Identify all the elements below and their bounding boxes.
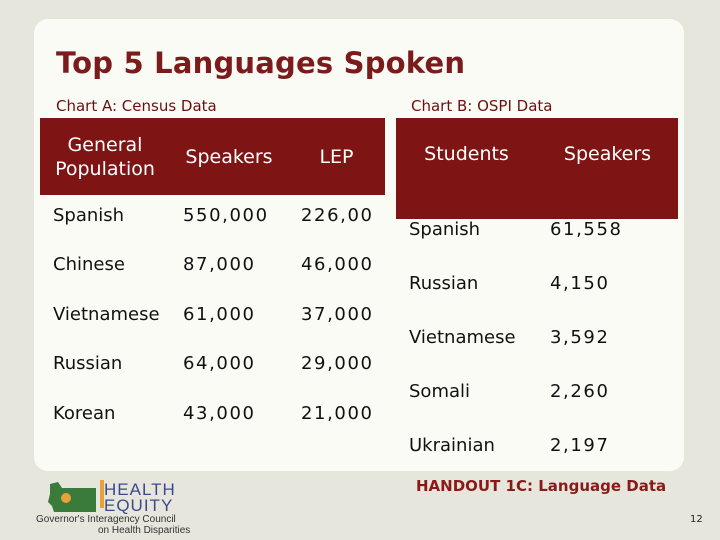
table-row: Vietnamese 3,592 (396, 327, 678, 381)
language-cell: Korean (53, 402, 116, 424)
handout-label: HANDOUT 1C: Language Data (416, 477, 667, 495)
table-row: Spanish 550,000 226,00 (40, 195, 385, 247)
lep-cell: 226,00 (301, 205, 374, 226)
column-header: Speakers (170, 118, 288, 195)
language-cell: Russian (409, 273, 479, 294)
language-cell: Spanish (409, 219, 481, 240)
chart-a-label: Chart A: Census Data (56, 97, 217, 115)
column-header: Speakers (537, 118, 678, 219)
table-row: Russian 4,150 (396, 273, 678, 327)
table-row: Vietnamese 61,000 37,000 (40, 297, 385, 347)
column-header: Students (396, 118, 537, 219)
census-table: General Population Speakers LEP Spanish … (40, 118, 385, 445)
speakers-cell: 43,000 (183, 402, 256, 424)
page-number: 12 (690, 514, 703, 525)
content-card (34, 19, 684, 471)
logo-line-3: Governor's Interagency Council (36, 514, 176, 525)
health-equity-logo (48, 480, 104, 512)
lep-cell: 29,000 (301, 353, 374, 375)
speakers-cell: 4,150 (550, 273, 610, 294)
chart-b-label: Chart B: OSPI Data (411, 97, 553, 115)
table-row: Spanish 61,558 (396, 219, 678, 273)
lep-cell: 46,000 (301, 254, 374, 275)
washington-state-icon (48, 482, 96, 512)
logo-line-2: EQUITY (104, 496, 174, 515)
speakers-cell: 61,558 (550, 219, 623, 240)
logo-line-4: on Health Disparities (98, 525, 191, 536)
page-title: Top 5 Languages Spoken (56, 46, 466, 80)
table-header-row: General Population Speakers LEP (40, 118, 385, 195)
language-cell: Russian (53, 353, 123, 375)
speakers-cell: 61,000 (183, 303, 256, 325)
lep-cell: 37,000 (301, 303, 374, 325)
language-cell: Ukrainian (409, 435, 495, 456)
language-cell: Vietnamese (53, 303, 160, 325)
speakers-cell: 550,000 (183, 205, 269, 226)
table-row: Somali 2,260 (396, 381, 678, 435)
table-row: Chinese 87,000 46,000 (40, 247, 385, 297)
table-header-row: Students Speakers (396, 118, 678, 219)
column-header: General Population (40, 118, 170, 195)
language-cell: Vietnamese (409, 327, 516, 348)
lep-cell: 21,000 (301, 402, 374, 424)
speakers-cell: 2,260 (550, 381, 610, 402)
logo-line-1: HEALTH (104, 480, 176, 499)
column-header: LEP (288, 118, 385, 195)
ospi-table: Students Speakers Spanish 61,558 Russian… (396, 118, 678, 489)
table-row: Russian 64,000 29,000 (40, 346, 385, 396)
speakers-cell: 3,592 (550, 327, 610, 348)
language-cell: Spanish (53, 205, 125, 226)
table-row: Ukrainian 2,197 (396, 435, 678, 489)
speakers-cell: 64,000 (183, 353, 256, 375)
speakers-cell: 2,197 (550, 435, 610, 456)
sun-icon (61, 493, 71, 503)
speakers-cell: 87,000 (183, 254, 256, 275)
language-cell: Somali (409, 381, 471, 402)
language-cell: Chinese (53, 254, 125, 275)
table-row: Korean 43,000 21,000 (40, 396, 385, 446)
